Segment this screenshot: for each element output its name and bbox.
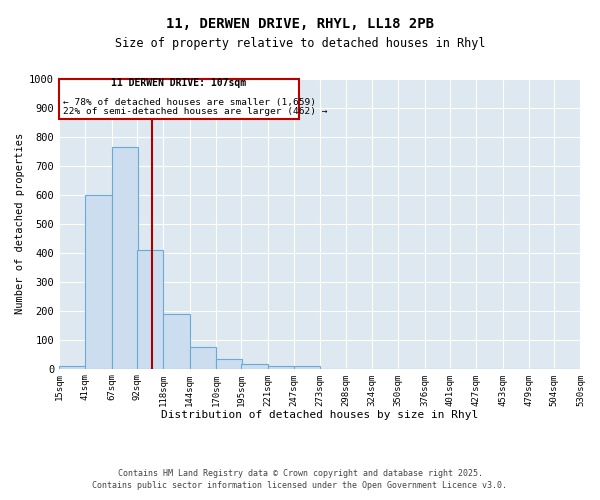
Y-axis label: Number of detached properties: Number of detached properties	[15, 133, 25, 314]
Bar	[59, 366, 85, 368]
Bar	[268, 366, 294, 368]
Text: 22% of semi-detached houses are larger (462) →: 22% of semi-detached houses are larger (…	[63, 107, 328, 116]
Bar	[294, 366, 320, 368]
Bar	[85, 195, 112, 368]
Bar	[59, 79, 299, 119]
X-axis label: Distribution of detached houses by size in Rhyl: Distribution of detached houses by size …	[161, 410, 478, 420]
Text: Contains public sector information licensed under the Open Government Licence v3: Contains public sector information licen…	[92, 481, 508, 490]
Text: Size of property relative to detached houses in Rhyl: Size of property relative to detached ho…	[115, 38, 485, 51]
Text: Contains HM Land Registry data © Crown copyright and database right 2025.: Contains HM Land Registry data © Crown c…	[118, 468, 482, 477]
Bar	[241, 364, 268, 368]
Bar	[112, 147, 138, 368]
Bar	[137, 250, 163, 368]
Bar	[190, 347, 216, 368]
Bar	[216, 358, 242, 368]
Text: 11, DERWEN DRIVE, RHYL, LL18 2PB: 11, DERWEN DRIVE, RHYL, LL18 2PB	[166, 18, 434, 32]
Text: 11 DERWEN DRIVE: 107sqm: 11 DERWEN DRIVE: 107sqm	[112, 78, 247, 88]
Bar	[163, 314, 190, 368]
Text: ← 78% of detached houses are smaller (1,659): ← 78% of detached houses are smaller (1,…	[63, 98, 316, 107]
